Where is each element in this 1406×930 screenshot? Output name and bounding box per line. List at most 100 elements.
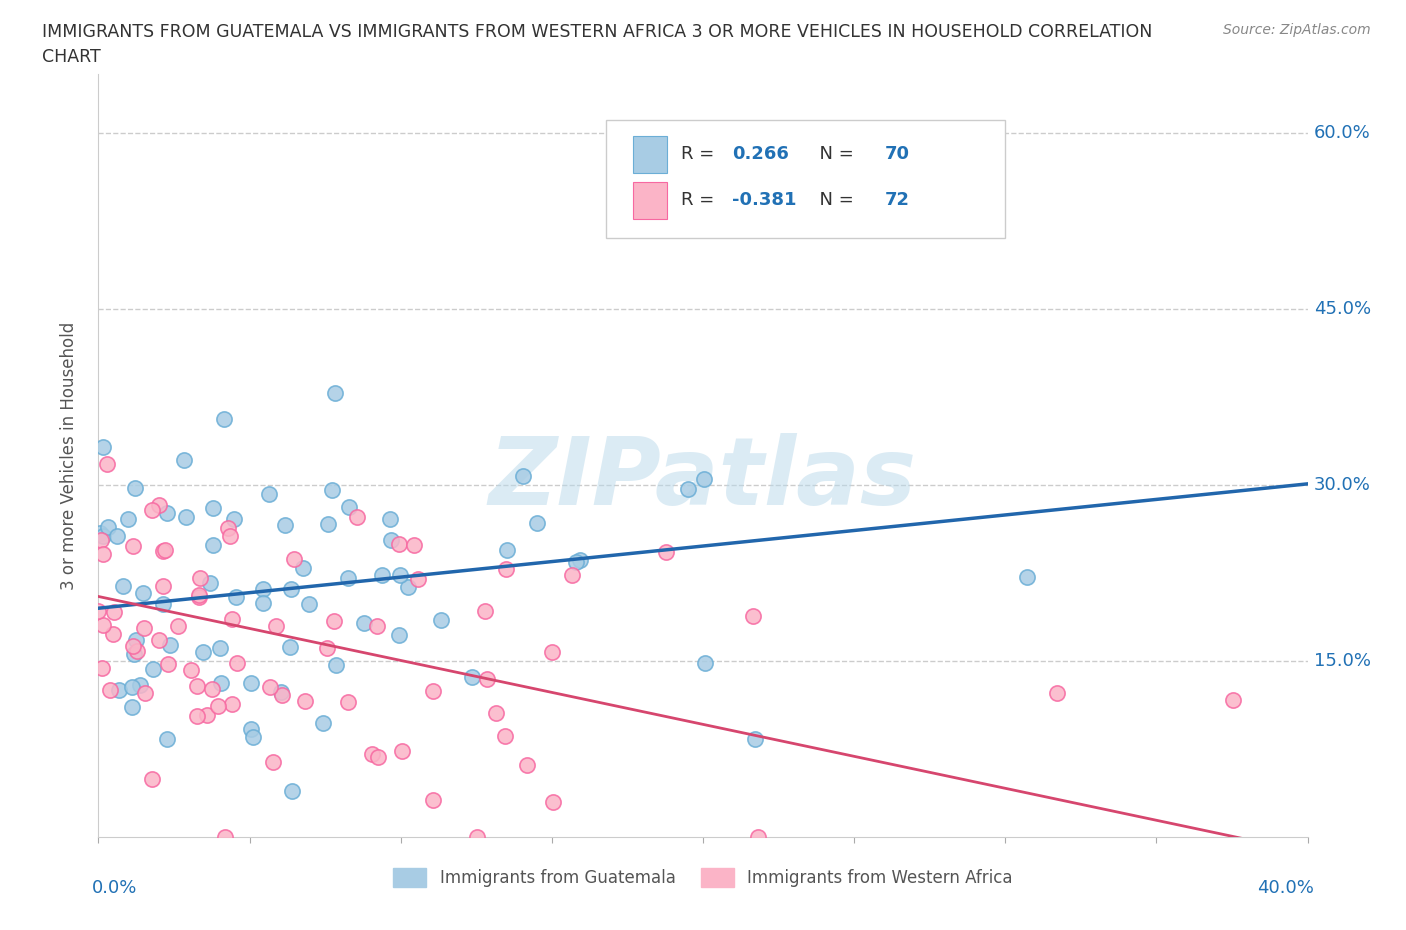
Point bbox=[264, 618, 287, 633]
Text: ZIPatlas: ZIPatlas bbox=[489, 432, 917, 525]
Point bbox=[280, 639, 302, 654]
Text: IMMIGRANTS FROM GUATEMALA VS IMMIGRANTS FROM WESTERN AFRICA 3 OR MORE VEHICLES I: IMMIGRANTS FROM GUATEMALA VS IMMIGRANTS … bbox=[42, 23, 1153, 41]
Point bbox=[252, 582, 274, 597]
Point bbox=[475, 671, 498, 686]
Point bbox=[156, 505, 179, 520]
Point bbox=[693, 472, 716, 486]
Point bbox=[156, 732, 179, 747]
Point bbox=[212, 412, 235, 427]
Point bbox=[316, 516, 339, 531]
Point bbox=[262, 754, 284, 769]
Point bbox=[214, 830, 236, 844]
Point bbox=[568, 552, 591, 567]
Point bbox=[173, 453, 195, 468]
Point bbox=[270, 687, 292, 702]
Legend: Immigrants from Guatemala, Immigrants from Western Africa: Immigrants from Guatemala, Immigrants fr… bbox=[387, 861, 1019, 894]
Point bbox=[201, 501, 224, 516]
FancyBboxPatch shape bbox=[633, 136, 666, 173]
Point bbox=[105, 529, 128, 544]
Point bbox=[221, 611, 243, 626]
Point bbox=[1222, 692, 1244, 707]
Point bbox=[540, 644, 562, 659]
Point bbox=[117, 512, 139, 526]
Point bbox=[516, 757, 538, 772]
Point bbox=[402, 538, 425, 552]
Point bbox=[225, 590, 247, 604]
Point bbox=[325, 658, 347, 672]
Point bbox=[484, 706, 506, 721]
Point bbox=[90, 533, 112, 548]
Text: N =: N = bbox=[808, 192, 859, 209]
FancyBboxPatch shape bbox=[633, 182, 666, 219]
Point bbox=[346, 510, 368, 525]
Point bbox=[742, 608, 765, 623]
Text: CHART: CHART bbox=[42, 48, 101, 66]
Point bbox=[259, 679, 281, 694]
Point bbox=[96, 456, 118, 471]
Point bbox=[378, 512, 401, 526]
Point bbox=[180, 663, 202, 678]
Point bbox=[188, 588, 211, 603]
Point bbox=[565, 555, 588, 570]
Point bbox=[98, 683, 121, 698]
FancyBboxPatch shape bbox=[606, 120, 1005, 238]
Point bbox=[193, 644, 215, 659]
Point bbox=[1045, 686, 1067, 701]
Point bbox=[353, 616, 375, 631]
Point bbox=[323, 386, 346, 401]
Text: R =: R = bbox=[682, 145, 720, 164]
Text: R =: R = bbox=[682, 192, 720, 209]
Point bbox=[512, 468, 534, 483]
Point bbox=[239, 675, 262, 690]
Point bbox=[87, 604, 110, 618]
Point bbox=[187, 590, 209, 604]
Point bbox=[366, 618, 388, 633]
Point bbox=[496, 542, 519, 557]
Point bbox=[152, 544, 174, 559]
Point bbox=[561, 567, 583, 582]
Point bbox=[388, 627, 411, 642]
Point bbox=[380, 533, 402, 548]
Text: -0.381: -0.381 bbox=[733, 192, 797, 209]
Point bbox=[294, 693, 316, 708]
Point bbox=[217, 521, 239, 536]
Point bbox=[422, 792, 444, 807]
Point bbox=[474, 603, 496, 618]
Point bbox=[1015, 569, 1038, 584]
Point bbox=[93, 528, 115, 543]
Point bbox=[101, 627, 124, 642]
Point bbox=[526, 515, 548, 530]
Point bbox=[218, 528, 240, 543]
Point bbox=[494, 728, 516, 743]
Point bbox=[148, 498, 170, 512]
Point bbox=[747, 830, 769, 844]
Point bbox=[323, 614, 346, 629]
Point bbox=[156, 657, 179, 671]
Point bbox=[127, 644, 149, 658]
Point bbox=[121, 539, 143, 554]
Text: 72: 72 bbox=[884, 192, 910, 209]
Point bbox=[655, 544, 678, 559]
Y-axis label: 3 or more Vehicles in Household: 3 or more Vehicles in Household bbox=[59, 322, 77, 590]
Point bbox=[388, 567, 411, 582]
Point bbox=[460, 670, 482, 684]
Point bbox=[430, 612, 453, 627]
Point bbox=[209, 640, 232, 655]
Point bbox=[209, 676, 232, 691]
Point bbox=[152, 579, 174, 594]
Point bbox=[121, 679, 143, 694]
Point bbox=[108, 683, 131, 698]
Point bbox=[316, 641, 339, 656]
Text: 0.0%: 0.0% bbox=[93, 879, 138, 897]
Point bbox=[134, 621, 156, 636]
Point bbox=[337, 694, 360, 709]
Point bbox=[678, 481, 700, 496]
Point bbox=[298, 596, 321, 611]
Point bbox=[257, 486, 280, 501]
Point bbox=[541, 795, 564, 810]
Point bbox=[465, 830, 488, 844]
Point bbox=[396, 579, 419, 594]
Point bbox=[132, 586, 155, 601]
Point bbox=[391, 744, 413, 759]
Point bbox=[422, 684, 444, 698]
